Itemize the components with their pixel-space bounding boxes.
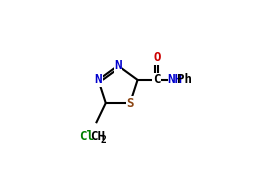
Text: N: N [94, 73, 102, 86]
Text: C: C [153, 73, 161, 86]
Text: S: S [126, 97, 134, 110]
Text: NH: NH [168, 73, 182, 86]
Text: N: N [114, 59, 122, 72]
Text: Cl: Cl [79, 130, 94, 143]
Text: O: O [153, 51, 161, 64]
Text: Ph: Ph [177, 73, 192, 86]
Text: 2: 2 [101, 135, 107, 145]
Text: CH: CH [90, 130, 105, 143]
